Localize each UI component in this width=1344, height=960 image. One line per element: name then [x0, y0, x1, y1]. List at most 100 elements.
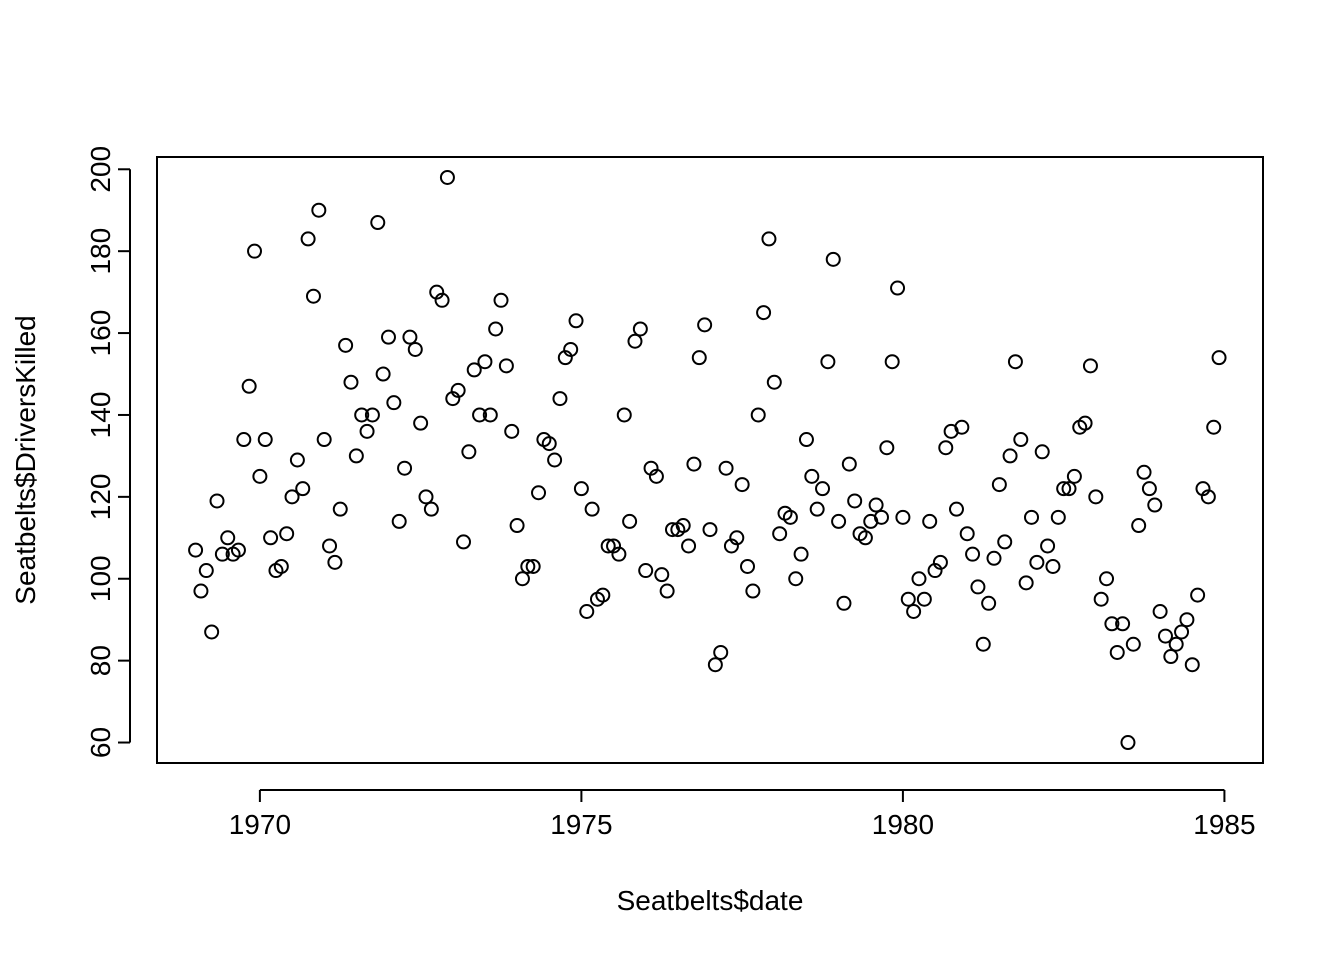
data-point	[1152, 604, 1168, 619]
x-tick-label: 1985	[1193, 809, 1255, 840]
data-point	[868, 497, 884, 513]
data-point	[289, 452, 305, 468]
data-point	[1082, 358, 1098, 374]
data-point	[895, 509, 911, 525]
data-point	[622, 513, 638, 529]
data-point	[450, 382, 466, 398]
data-point	[1115, 616, 1131, 632]
data-point	[434, 292, 450, 308]
data-point	[236, 432, 252, 448]
data-point	[975, 636, 991, 652]
data-point	[493, 292, 509, 308]
data-point	[359, 423, 375, 439]
y-tick-label: 200	[85, 146, 116, 193]
data-point	[1190, 587, 1206, 603]
data-point	[418, 489, 434, 505]
data-point	[1050, 509, 1066, 525]
data-point	[654, 567, 670, 583]
data-point	[884, 354, 900, 370]
y-tick-label: 140	[85, 392, 116, 439]
data-point	[300, 231, 316, 247]
y-axis: 60 80 100 120 140 160 180 200	[85, 146, 131, 758]
data-point	[257, 432, 273, 448]
data-point	[407, 341, 423, 357]
y-tick-label: 120	[85, 473, 116, 520]
data-point	[1157, 628, 1173, 644]
data-point	[948, 501, 964, 517]
data-point	[380, 329, 396, 345]
data-point	[439, 169, 455, 185]
data-point	[873, 509, 889, 525]
data-point	[595, 587, 611, 603]
data-point	[279, 526, 295, 542]
data-point	[413, 415, 429, 431]
data-point	[423, 501, 439, 517]
data-point	[681, 538, 697, 554]
y-tick-label: 60	[85, 727, 116, 758]
data-point	[547, 452, 563, 468]
data-point	[922, 513, 938, 529]
data-point	[305, 288, 321, 304]
data-point	[970, 579, 986, 595]
data-point	[638, 563, 654, 579]
data-point	[397, 460, 413, 476]
data-point	[198, 563, 214, 579]
data-point	[247, 243, 263, 259]
data-point	[348, 448, 364, 464]
data-point	[713, 644, 729, 660]
y-tick-label: 80	[85, 645, 116, 676]
data-point	[1141, 481, 1157, 497]
data-point	[1168, 636, 1184, 652]
data-point	[482, 407, 498, 423]
data-point	[520, 558, 536, 574]
data-point	[959, 526, 975, 542]
data-point	[563, 341, 579, 357]
data-point	[456, 534, 472, 550]
data-point	[375, 366, 391, 382]
data-point	[675, 518, 691, 534]
data-point	[1056, 481, 1072, 497]
data-point	[659, 583, 675, 599]
data-point	[193, 583, 209, 599]
data-point	[1147, 497, 1163, 513]
data-point	[1206, 419, 1222, 435]
data-point	[402, 329, 418, 345]
data-point	[1136, 464, 1152, 480]
data-point	[804, 468, 820, 484]
data-point	[370, 215, 386, 231]
data-point	[729, 530, 745, 546]
data-point	[284, 489, 300, 505]
data-point	[220, 530, 236, 546]
data-point	[616, 407, 632, 423]
data-point	[1200, 489, 1216, 505]
data-point	[938, 440, 954, 456]
data-point	[745, 583, 761, 599]
y-tick-label: 100	[85, 555, 116, 602]
x-tick-label: 1975	[550, 809, 612, 840]
data-point	[965, 546, 981, 562]
data-point	[1109, 644, 1125, 660]
data-point	[1131, 518, 1147, 534]
data-point	[531, 485, 547, 501]
data-point	[1211, 350, 1227, 366]
data-point	[611, 546, 627, 562]
data-point	[932, 554, 948, 570]
data-point	[879, 440, 895, 456]
data-point	[364, 407, 380, 423]
data-point	[552, 391, 568, 407]
data-point	[1034, 444, 1050, 460]
data-point	[788, 571, 804, 587]
data-point	[916, 591, 932, 607]
data-point	[541, 436, 557, 452]
data-point	[1040, 538, 1056, 554]
data-point	[718, 460, 734, 476]
data-point	[793, 546, 809, 562]
x-tick-label: 1980	[872, 809, 934, 840]
data-point	[316, 432, 332, 448]
data-point	[756, 305, 772, 321]
data-point	[391, 513, 407, 529]
data-point	[734, 477, 750, 493]
data-point	[273, 558, 289, 574]
data-point	[825, 251, 841, 267]
data-point	[204, 624, 220, 640]
